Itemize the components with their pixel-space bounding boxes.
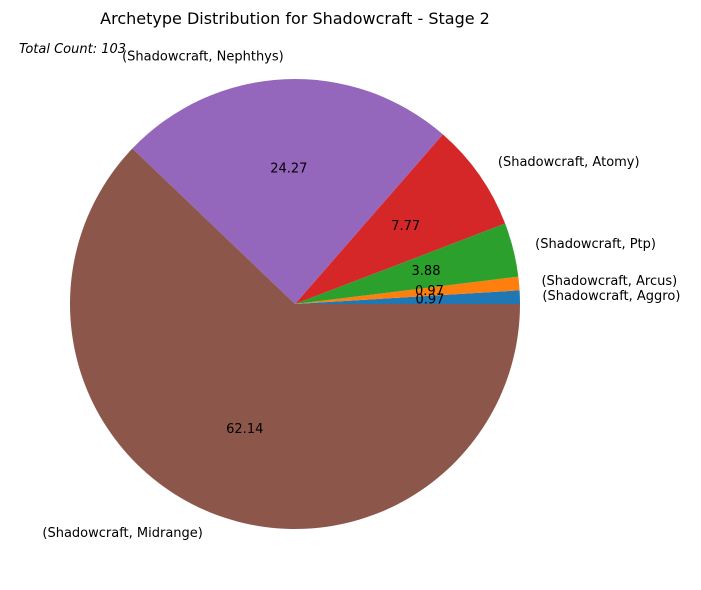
total-count-annotation: Total Count: 103 [19, 42, 126, 57]
slice-value-label: 62.14 [226, 422, 263, 437]
pie-slice [295, 290, 520, 304]
slice-value-label: 7.77 [391, 219, 420, 234]
pie-slice [295, 276, 520, 304]
slice-category-label: (Shadowcraft, Ptp) [535, 237, 656, 252]
pie-labels: (Shadowcraft, Aggro) 0.97 (Shadowcraft, Ar… [42, 49, 680, 541]
pie-slice [295, 223, 519, 304]
slice-value-label: 0.97 [415, 292, 444, 307]
slice-value-label: 24.27 [270, 162, 307, 177]
slice-value-label: 0.97 [415, 284, 444, 299]
slice-category-label: (Shadowcraft, Aggro) [542, 289, 680, 304]
slice-category-label: (Shadowcraft, Midrange) [42, 526, 203, 541]
slice-value-label: 3.88 [412, 264, 441, 279]
slice-category-label: (Shadowcraft, Atomy) [498, 155, 640, 170]
chart-title: Archetype Distribution for Shadowcraft -… [100, 9, 490, 28]
pie-slice [70, 148, 521, 529]
pie-slices [70, 78, 521, 529]
slice-category-label: (Shadowcraft, Nephthys) [122, 49, 284, 64]
slice-category-label: (Shadowcraft, Arcus) [541, 274, 677, 289]
pie-slice [295, 134, 506, 304]
pie-slice [132, 78, 443, 304]
